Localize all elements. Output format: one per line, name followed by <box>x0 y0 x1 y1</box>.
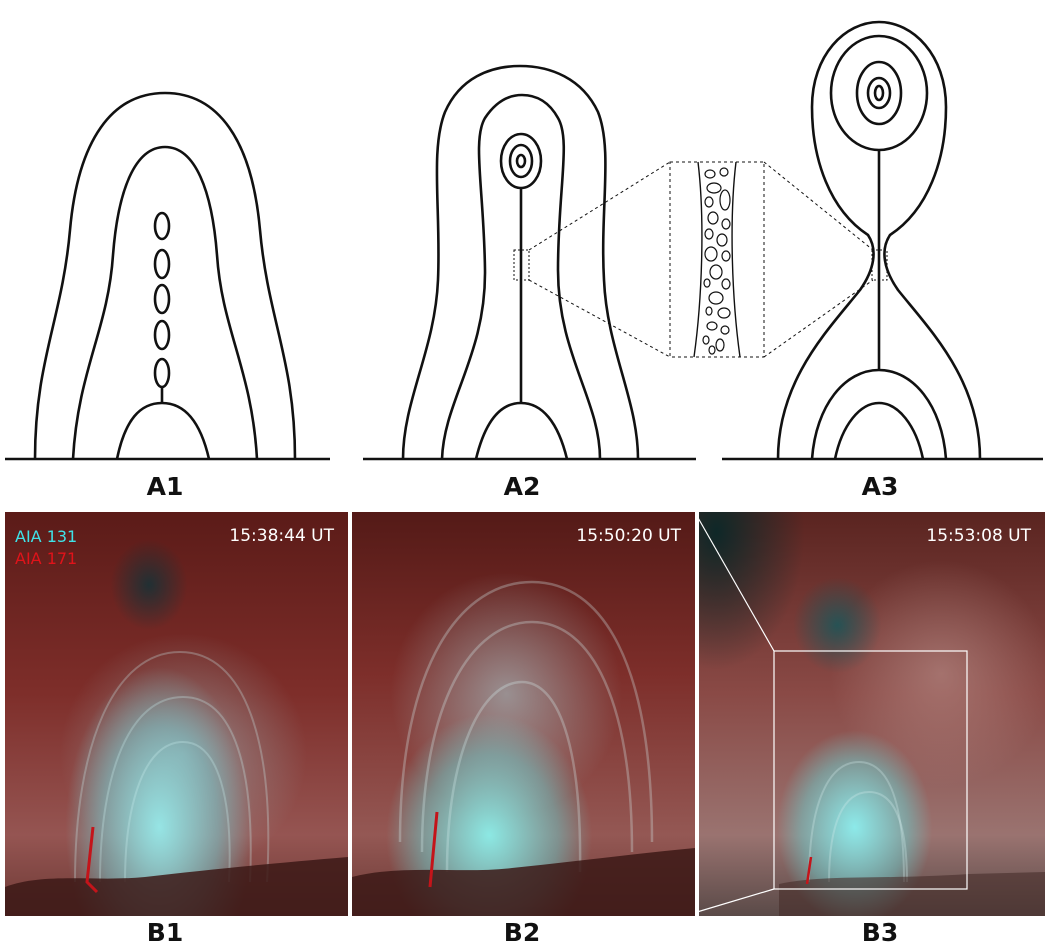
diagram-a1 <box>5 91 330 461</box>
panel-label-a2: A2 <box>503 472 541 501</box>
a2-zoom-box <box>513 249 530 281</box>
image-panel-b2: 15:50:20 UT <box>352 512 695 916</box>
inset-frame <box>669 161 765 358</box>
panel-label-b1: B1 <box>146 918 184 947</box>
timestamp-b1: 15:38:44 UT <box>229 526 334 546</box>
a1-plasmoid-chain <box>153 211 171 403</box>
a2-outer-loop <box>401 64 640 460</box>
diagram-a3 <box>722 20 1043 461</box>
a3-zoom-box <box>871 249 888 281</box>
image-panel-b3: 15:53:08 UT <box>699 512 1045 916</box>
a1-outer-loop <box>33 91 297 460</box>
a3-inner-arcade <box>833 401 925 460</box>
legend: AIA 131 AIA 171 <box>15 526 77 570</box>
timestamp-b2: 15:50:20 UT <box>576 526 681 546</box>
b2-loop-structures <box>352 580 695 916</box>
a2-middle-loop <box>440 93 602 460</box>
legend-aia-171: AIA 171 <box>15 549 78 568</box>
panel-label-a3: A3 <box>861 472 899 501</box>
schematic-diagrams <box>5 20 1043 461</box>
a2-flux-rope <box>499 132 543 190</box>
timestamp-b3: 15:53:08 UT <box>926 526 1031 546</box>
a3-outer-loop <box>776 20 982 460</box>
inset-plasmoids <box>702 167 731 355</box>
a1-middle-loop <box>71 145 259 460</box>
b3-overlay <box>773 650 1045 916</box>
a3-flux-rope <box>829 34 929 152</box>
a2-inner-arcade <box>474 401 569 460</box>
legend-aia-131: AIA 131 <box>15 527 78 546</box>
image-panel-b1: AIA 131 AIA 171 15:38:44 UT <box>5 512 348 916</box>
diagram-a2 <box>363 64 696 461</box>
panel-label-a1: A1 <box>146 472 184 501</box>
a1-inner-arcade <box>115 401 211 460</box>
panel-label-b3: B3 <box>861 918 899 947</box>
panel-label-b2: B2 <box>503 918 541 947</box>
b3-zoom-box <box>773 650 968 890</box>
a3-middle-arcade <box>810 368 948 460</box>
zoom-inset <box>528 161 874 358</box>
b1-loop-structures <box>5 650 348 916</box>
